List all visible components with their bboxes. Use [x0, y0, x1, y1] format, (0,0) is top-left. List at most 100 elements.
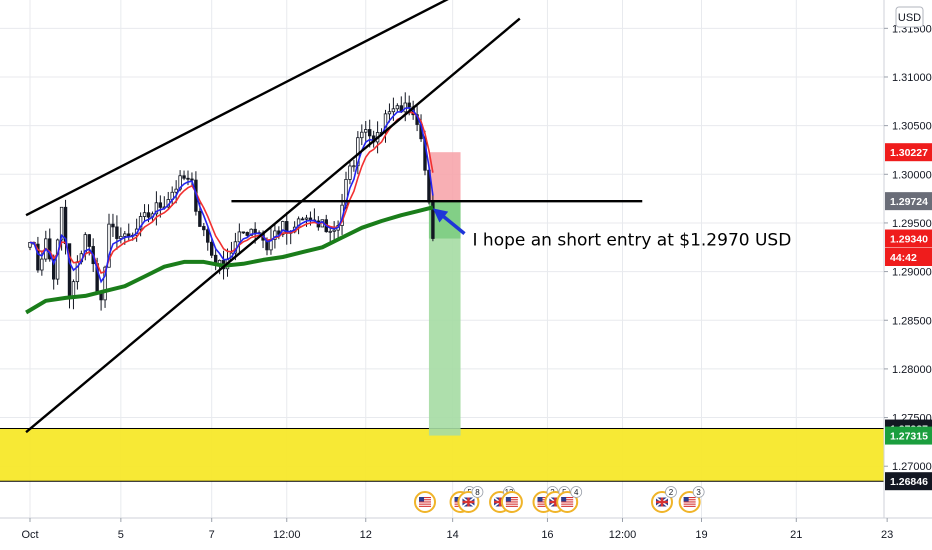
ma200-line: [25, 205, 434, 315]
candle-body-30: [146, 212, 151, 218]
candle-body-29: [142, 212, 147, 217]
candle-body-33: [158, 202, 163, 208]
time-tick-label: 12: [360, 529, 372, 541]
candle-body-41: [190, 178, 194, 181]
price-tick-label: 1.28500: [892, 315, 932, 327]
moving-averages-layer: [25, 106, 434, 315]
candle-body-23: [119, 235, 123, 239]
currency-button[interactable]: USD: [895, 6, 924, 28]
price-tick-label: 1.29000: [892, 267, 932, 279]
us-flag-stripe: [537, 503, 550, 505]
time-tick-label: 21: [790, 529, 802, 541]
us-flag-stripe: [683, 505, 696, 507]
price-tag-bg-0: [885, 143, 932, 162]
candle-body-81: [348, 165, 352, 180]
us-flag-stripe: [683, 503, 696, 505]
price-tag-bg-6: [885, 472, 932, 491]
candle-body-77: [332, 229, 336, 232]
time-tick-label: 19: [695, 529, 707, 541]
candle-body-85: [364, 129, 368, 133]
candle-body-21: [111, 223, 115, 228]
time-axis[interactable]: Oct 5 7 12:00 12 14 16 12:00 19 21 23: [0, 517, 932, 550]
us-flag-stripe: [561, 497, 574, 499]
time-tick-label: 7: [209, 529, 215, 541]
us-flag-stripe: [419, 499, 431, 501]
candle-body-8: [59, 206, 64, 241]
event-uk-icon[interactable]: 8: [457, 486, 484, 513]
support-zone-layer: [0, 428, 884, 482]
trend-line-1[interactable]: [25, 17, 521, 434]
annotation-text[interactable]: I hope an short entry at $1.2970 USD: [473, 231, 792, 251]
economic-events-layer[interactable]: 581325423: [414, 486, 705, 513]
ema-slow-line: [29, 111, 434, 275]
us-flag-stripe: [505, 503, 518, 505]
price-tick-label: 1.27000: [892, 461, 932, 473]
candle-body-76: [328, 230, 332, 233]
candle-body-44: [202, 226, 206, 231]
event-us-icon[interactable]: 3: [678, 486, 705, 513]
candle-body-82: [352, 165, 356, 168]
candles-layer: [28, 92, 435, 311]
candle-body-20: [107, 223, 111, 268]
us-flag-canton: [561, 497, 567, 502]
take-profit-zone: [428, 201, 461, 436]
candle-body-19: [103, 266, 107, 301]
candle-body-3: [40, 258, 44, 271]
time-tick-label: 5: [118, 529, 124, 541]
price-tag-label: 1.30227: [890, 147, 928, 159]
price-tag-bg-5: [885, 426, 932, 445]
candle-body-24: [123, 233, 127, 237]
us-flag-canton: [419, 497, 424, 502]
candle-body-92: [391, 108, 396, 113]
price-tick-label: 1.29500: [892, 218, 932, 230]
price-tag-label: 1.26846: [890, 476, 928, 488]
us-flag-stripe: [419, 501, 431, 503]
candle-body-71: [308, 217, 313, 221]
event-us-icon[interactable]: [500, 491, 523, 513]
us-flag-stripe: [537, 505, 550, 507]
event-count: 4: [574, 488, 579, 497]
event-uk-icon[interactable]: 2: [651, 486, 677, 513]
candle-body-32: [154, 202, 159, 215]
candle-body-64: [281, 221, 285, 235]
price-tag-bg-1: [885, 192, 932, 211]
trend-line-0[interactable]: [25, 0, 476, 217]
time-axis-bg: [0, 518, 932, 550]
ema-fast-line: [29, 106, 434, 284]
stop-loss-zone: [428, 152, 461, 202]
event-count-badge: [570, 486, 583, 498]
us-flag-stripe: [561, 503, 574, 505]
candle-body-70: [304, 217, 309, 220]
candle-body-2: [36, 243, 40, 271]
uk-flag-cross: [554, 497, 557, 507]
candle-body-45: [206, 229, 210, 243]
us-flag-canton: [454, 497, 460, 502]
price-tick-label: 1.30500: [892, 121, 932, 133]
us-flag-stripe: [419, 497, 431, 499]
event-us-icon[interactable]: 4: [556, 486, 583, 513]
us-flag-stripe: [419, 505, 431, 507]
us-flag-stripe: [561, 499, 574, 501]
annotation-layer[interactable]: I hope an short entry at $1.2970 USD: [432, 208, 792, 251]
us-flag-stripe: [537, 497, 550, 499]
price-tag-bg-3: [885, 248, 932, 266]
us-flag-stripe: [537, 499, 550, 501]
us-flag-stripe: [505, 501, 518, 503]
short-position-tool[interactable]: [428, 152, 461, 436]
price-axis[interactable]: 1.315001.310001.305001.300001.295001.290…: [883, 0, 932, 550]
price-tag-label: 1.29724: [890, 196, 928, 208]
us-flag-stripe: [683, 497, 696, 499]
currency-box: [895, 6, 924, 28]
event-us-icon[interactable]: [414, 491, 436, 513]
us-flag-stripe: [505, 499, 518, 501]
trend-lines-layer[interactable]: [25, 0, 643, 434]
candle-body-93: [395, 105, 400, 110]
candle-body-55: [245, 232, 249, 236]
us-flag-canton: [505, 497, 511, 502]
uk-flag-cross: [498, 497, 502, 507]
candle-body-53: [237, 231, 242, 243]
us-flag-stripe: [561, 505, 574, 507]
price-tag-bg-2: [885, 229, 932, 248]
candle-body-54: [241, 231, 245, 234]
